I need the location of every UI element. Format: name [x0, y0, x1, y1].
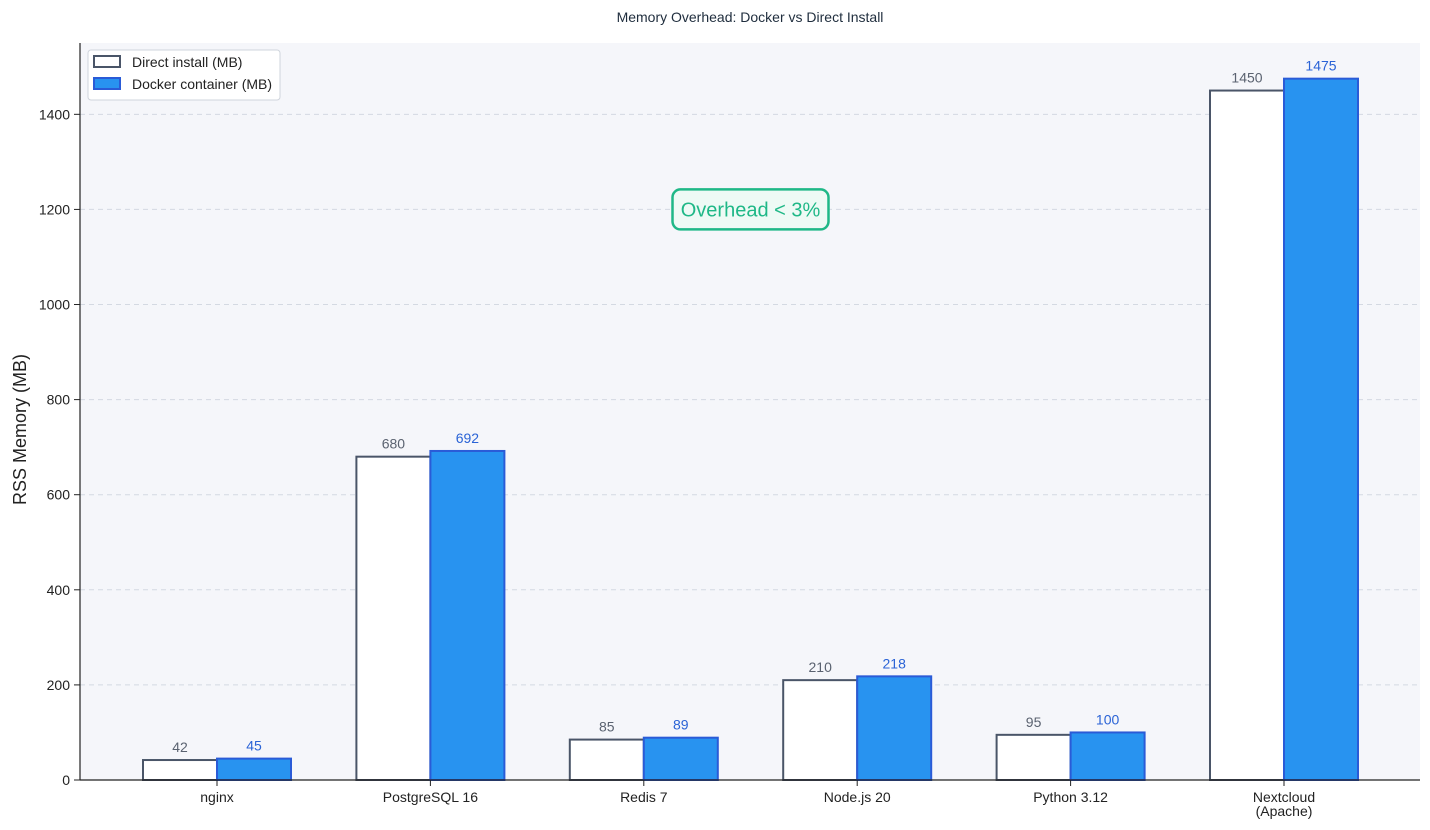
bar-docker	[1069, 731, 1146, 781]
chart-title: Memory Overhead: Docker vs Direct Instal…	[617, 9, 884, 25]
bar-direct	[568, 738, 645, 781]
y-tick-label: 400	[47, 582, 71, 598]
legend-label: Docker container (MB)	[132, 76, 272, 92]
y-tick-label: 800	[47, 392, 71, 408]
data-label: 680	[382, 436, 406, 452]
x-tick-label: nginx	[200, 789, 233, 805]
bar-docker	[216, 757, 292, 781]
x-tick-label: (Apache)	[1256, 803, 1313, 819]
y-tick-label: 0	[62, 772, 70, 788]
x-tick-label: Nextcloud	[1253, 789, 1315, 805]
data-label: 210	[809, 659, 833, 675]
data-label: 218	[883, 655, 907, 671]
bars: 42 45 680 692 85 89 210 218 95 100 1450 1475	[142, 58, 1359, 782]
legend: Direct install (MB) Docker container (MB)	[87, 49, 281, 101]
bar-docker	[642, 736, 719, 782]
y-tick-label: 600	[47, 487, 71, 503]
bar-docker	[856, 675, 933, 782]
data-label: 89	[673, 717, 689, 733]
annotation-text: Overhead < 3%	[681, 199, 821, 221]
data-label: 85	[599, 719, 615, 735]
bar-direct	[355, 455, 432, 781]
bar-direct	[995, 733, 1072, 782]
x-tick-label: PostgreSQL 16	[383, 789, 478, 805]
y-tick-label: 1000	[39, 297, 70, 313]
x-tick-label: Redis 7	[620, 789, 668, 805]
y-tick-label: 1200	[39, 201, 70, 217]
legend-swatch	[93, 77, 121, 90]
legend-label: Direct install (MB)	[132, 54, 242, 70]
data-label: 1475	[1305, 58, 1336, 74]
plot-area	[80, 43, 1420, 780]
data-label: 1450	[1231, 70, 1262, 86]
data-label: 95	[1026, 714, 1042, 730]
annotation: Overhead < 3%	[671, 188, 830, 231]
data-label: 42	[172, 739, 188, 755]
legend-box	[87, 49, 281, 101]
bar-direct	[782, 679, 859, 781]
x-tick-label: Node.js 20	[824, 789, 891, 805]
axes: 0 200 400 600 800 1000 1200 1400 nginx PostgreSQL…	[39, 43, 1420, 819]
data-label: 692	[456, 430, 480, 446]
bar-docker	[429, 449, 506, 781]
bar-direct	[142, 759, 218, 781]
x-tick-label: Python 3.12	[1033, 789, 1108, 805]
y-tick-label: 1400	[39, 106, 70, 122]
legend-swatch	[93, 55, 121, 68]
y-axis-label: RSS Memory (MB)	[10, 354, 30, 505]
bar-docker	[1283, 77, 1359, 781]
bar-direct	[1209, 89, 1285, 781]
data-label: 45	[246, 738, 262, 754]
data-label: 100	[1096, 711, 1120, 727]
annotation-box	[671, 188, 830, 231]
y-tick-label: 200	[47, 677, 71, 693]
